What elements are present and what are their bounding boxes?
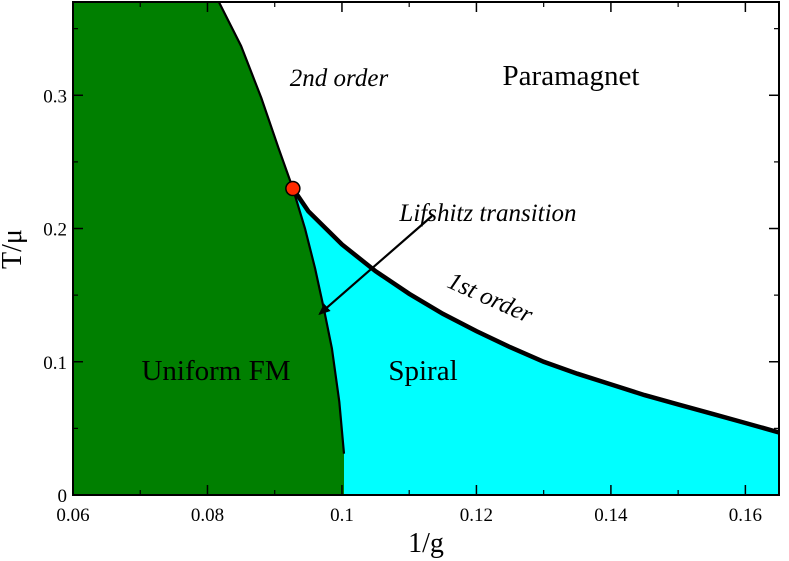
uniform-fm-region <box>73 2 344 495</box>
lifshitz-transition-label: Lifshitz transition <box>398 200 576 227</box>
first-order-line <box>291 187 779 435</box>
axis-ticks: 0.06 0.08 0.1 0.12 0.14 0.16 0 0.1 0.2 0.3 <box>43 2 779 526</box>
y-tick-label: 0.3 <box>43 86 67 107</box>
paramagnet-label: Paramagnet <box>503 60 640 92</box>
x-tick-label: 0.1 <box>330 505 354 526</box>
x-tick-label: 0.16 <box>729 505 762 526</box>
x-tick-label: 0.14 <box>594 505 628 526</box>
spiral-region <box>292 188 779 495</box>
lifshitz-arrow <box>318 215 433 316</box>
second-order-line <box>217 2 346 454</box>
y-axis-title: T/μ <box>0 229 28 269</box>
spiral-label: Spiral <box>388 355 457 387</box>
plot-frame <box>72 1 780 496</box>
uniform-fm-label: Uniform FM <box>141 355 290 387</box>
second-order-label: 2nd order <box>290 65 389 92</box>
y-tick-label: 0.2 <box>43 220 67 241</box>
x-axis-title: 1/g <box>408 528 444 559</box>
x-tick-label: 0.12 <box>460 505 493 526</box>
lifshitz-point-marker <box>285 180 301 197</box>
y-tick-label: 0 <box>58 486 68 507</box>
x-tick-label: 0.08 <box>191 505 224 526</box>
y-tick-label: 0.1 <box>43 353 67 374</box>
x-tick-label: 0.06 <box>56 505 89 526</box>
